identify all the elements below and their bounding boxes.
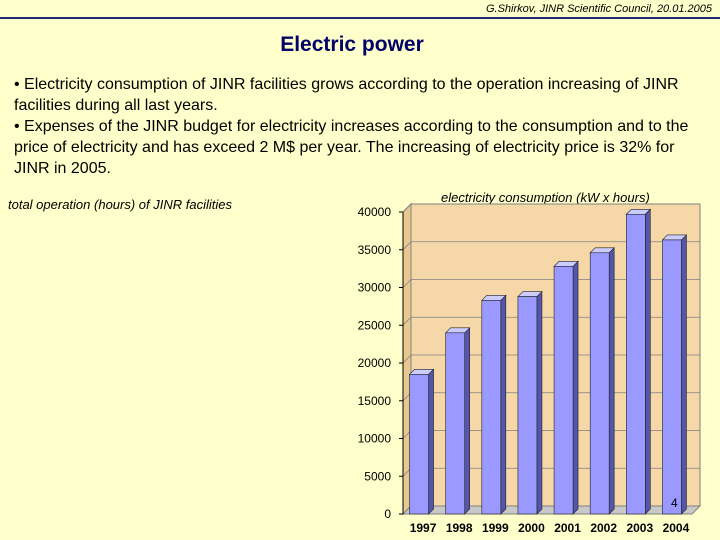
- y-tick-label: 0: [384, 507, 391, 521]
- x-tick-label: 2004: [663, 521, 690, 535]
- gridline: [402, 241, 412, 251]
- bullet-item: • Expenses of the JINR budget for electr…: [14, 118, 689, 177]
- y-tick-label: 15000: [358, 394, 392, 408]
- operation-hours-caption: total operation (hours) of JINR faciliti…: [8, 197, 232, 212]
- bar-side: [500, 294, 507, 515]
- bullet-list: • Electricity consumption of JINR facili…: [14, 74, 704, 179]
- y-tick-label: 5000: [364, 469, 391, 483]
- bar-side: [428, 368, 434, 515]
- y-tick-label: 25000: [358, 318, 392, 332]
- bar: [481, 300, 502, 515]
- x-tick-label: 2000: [518, 521, 545, 535]
- gridline: [402, 203, 412, 213]
- chart-title: electricity consumption (kW x hours): [441, 190, 650, 205]
- x-tick-label: 2003: [626, 521, 653, 535]
- y-tick-label: 20000: [358, 356, 392, 370]
- page-number: 4: [671, 496, 678, 510]
- bar: [445, 332, 465, 515]
- y-tick-label: 30000: [358, 281, 392, 295]
- gridline: [402, 316, 412, 326]
- bullet-item: • Electricity consumption of JINR facili…: [14, 76, 679, 114]
- y-tick-label: 40000: [358, 205, 392, 219]
- x-tick-label: 2001: [554, 521, 581, 535]
- header-meta: G.Shirkov, JINR Scientific Council, 20.0…: [485, 3, 712, 15]
- bar-side: [645, 208, 651, 515]
- gridline: [402, 279, 412, 288]
- gridline: [402, 354, 412, 364]
- bar: [517, 296, 538, 515]
- bar: [626, 213, 646, 515]
- bar: [553, 266, 574, 515]
- bar: [409, 374, 429, 515]
- bar-side: [681, 234, 687, 515]
- bar-side: [608, 247, 615, 515]
- x-tick-label: 1998: [446, 521, 473, 535]
- y-tick-label: 35000: [358, 243, 392, 257]
- x-tick-label: 2002: [590, 521, 617, 535]
- y-tick-label: 10000: [358, 432, 392, 446]
- x-tick-label: 1999: [482, 521, 509, 535]
- bar: [662, 239, 682, 515]
- bar-side: [464, 327, 470, 515]
- page-title: Electric power: [280, 33, 424, 56]
- x-tick-label: 1997: [410, 521, 437, 535]
- bar-side: [536, 290, 543, 515]
- header-divider: [0, 17, 720, 19]
- bar: [589, 252, 610, 515]
- bar-side: [572, 260, 579, 515]
